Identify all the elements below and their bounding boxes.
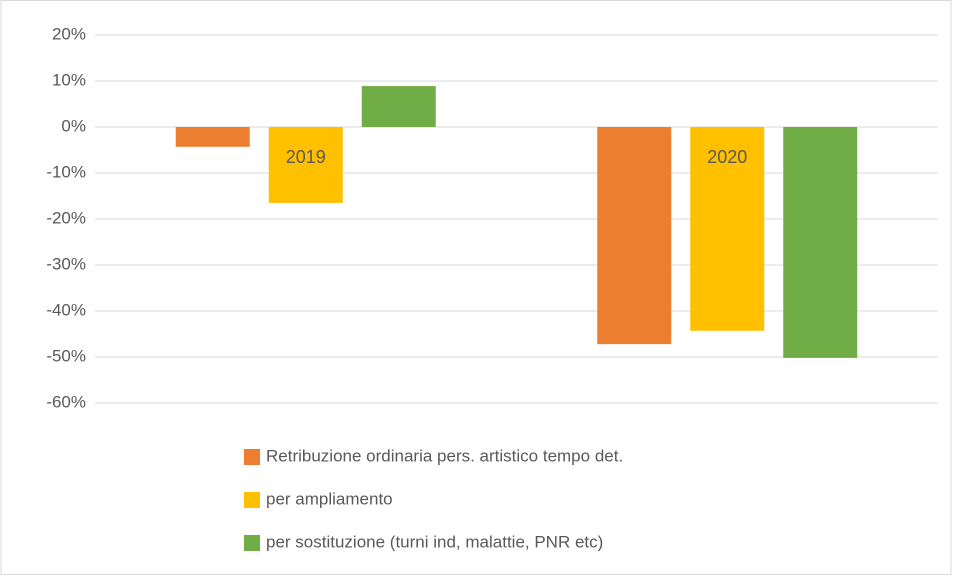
legend-label: per ampliamento	[266, 489, 393, 508]
legend-label: Retribuzione ordinaria pers. artistico t…	[266, 446, 623, 465]
bar	[268, 127, 343, 203]
y-tick-label: -30%	[46, 254, 86, 273]
y-tick-label: -50%	[46, 346, 86, 365]
bar	[361, 86, 436, 127]
legend-swatch	[244, 492, 260, 508]
y-tick-label: -20%	[46, 208, 86, 227]
y-tick-label: 20%	[52, 24, 86, 43]
bar	[783, 127, 858, 358]
legend-swatch	[244, 449, 260, 465]
y-tick-label: 0%	[61, 116, 86, 135]
bar	[597, 127, 672, 345]
legend-swatch	[244, 535, 260, 551]
y-tick-label: -60%	[46, 392, 86, 411]
legend-label: per sostituzione (turni ind, malattie, P…	[266, 532, 603, 551]
y-tick-label: -40%	[46, 300, 86, 319]
bar	[175, 127, 250, 147]
x-tick-label: 2020	[707, 147, 747, 167]
bar	[690, 127, 765, 331]
y-tick-label: 10%	[52, 70, 86, 89]
y-tick-label: -10%	[46, 162, 86, 181]
x-tick-label: 2019	[286, 147, 326, 167]
